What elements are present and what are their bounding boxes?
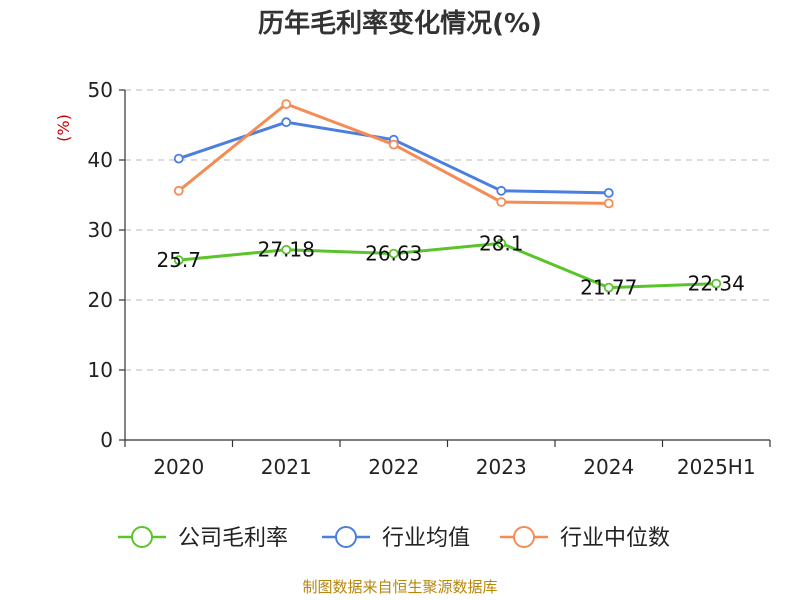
legend-item-1[interactable]: 行业均值 [322, 526, 470, 551]
legend-label: 行业中位数 [560, 526, 670, 551]
grid-lines [125, 89, 770, 371]
data-point [496, 185, 507, 196]
data-point [388, 139, 399, 150]
series-line-2 [177, 102, 609, 205]
legend-marker-icon [513, 526, 535, 548]
series-line-0 [178, 241, 717, 290]
x-tick-label: 2020 [153, 455, 204, 479]
y-tick-label: 20 [88, 288, 113, 312]
y-tick-label: 10 [88, 358, 113, 382]
data-point [496, 197, 507, 207]
y-tick-label: 40 [88, 148, 113, 172]
x-tick-label: 2021 [261, 455, 312, 479]
data-label: 26.63 [365, 242, 422, 266]
y-axis-label: (%) [54, 114, 73, 142]
y-ticks: 0 10 20 30 40 50 [88, 78, 125, 452]
y-tick-label: 0 [100, 428, 113, 452]
source-note: 制图数据来自恒生聚源数据库 [302, 578, 497, 596]
data-point [173, 185, 184, 196]
data-point [496, 238, 507, 249]
series-group [173, 99, 722, 293]
x-ticks: 2020 2021 2022 2023 2024 2025H1 [124, 440, 771, 479]
data-point [711, 278, 722, 289]
data-point [173, 153, 184, 164]
legend-label: 公司毛利率 [178, 526, 288, 551]
x-tick-label: 2023 [476, 455, 527, 479]
data-labels: 25.7 27.18 26.63 28.1 21.77 22.34 [156, 231, 744, 299]
x-tick-label: 2025H1 [677, 455, 756, 479]
data-label: 25.7 [156, 248, 201, 272]
data-label: 22.34 [688, 272, 745, 296]
data-point [603, 198, 614, 209]
x-tick-label: 2022 [368, 455, 419, 479]
data-label: 27.18 [258, 238, 315, 262]
y-tick-label: 50 [88, 78, 113, 102]
data-point [281, 99, 292, 109]
legend-label: 行业均值 [382, 526, 470, 551]
legend-marker-icon [335, 526, 357, 548]
data-point [281, 244, 292, 255]
data-point [603, 282, 614, 293]
data-point [388, 248, 399, 259]
x-tick-label: 2024 [583, 455, 634, 479]
chart-title: 历年毛利率变化情况(%) [258, 8, 542, 39]
data-point [603, 187, 614, 198]
data-point [281, 117, 292, 128]
data-label: 21.77 [580, 276, 637, 300]
legend-item-2[interactable]: 行业中位数 [500, 526, 670, 551]
legend-item-0[interactable]: 公司毛利率 [118, 526, 288, 551]
data-label: 28.1 [479, 231, 524, 255]
data-point [173, 255, 184, 266]
series-line-1 [178, 120, 609, 195]
legend-marker-icon [131, 526, 153, 548]
y-tick-label: 30 [88, 218, 113, 242]
legend[interactable]: 公司毛利率 行业均值 行业中位数 [118, 526, 670, 551]
